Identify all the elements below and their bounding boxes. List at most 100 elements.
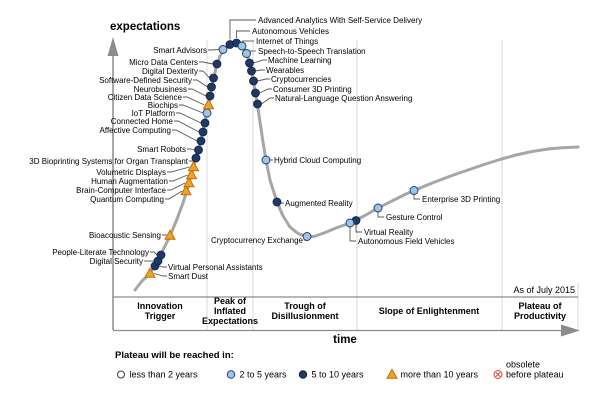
point-gesture-control: Gesture Control bbox=[373, 203, 443, 222]
marker-5-to-10-years-icon bbox=[209, 73, 218, 83]
point-label: Virtual Personal Assistants bbox=[168, 263, 263, 272]
leader-line bbox=[167, 166, 190, 173]
point-hybrid-cloud-computing: Hybrid Cloud Computing bbox=[261, 155, 361, 165]
marker-more-than-10-years-icon bbox=[164, 229, 176, 240]
point-smart-dust: Smart Dust bbox=[144, 267, 209, 281]
point-bioacoustic-sensing: Bioacoustic Sensing bbox=[89, 229, 176, 240]
leader-line bbox=[169, 174, 188, 182]
point-speech-to-speech-translation: Speech-to-Speech Translation bbox=[242, 47, 366, 58]
leader-line bbox=[167, 182, 186, 191]
point-label: Wearables bbox=[266, 66, 304, 75]
point-label: Smart Advisors bbox=[153, 46, 207, 55]
leader-line bbox=[158, 265, 167, 268]
point-micro-data-centers: Micro Data Centers bbox=[129, 58, 222, 69]
point-label: Cryptocurrencies bbox=[271, 75, 331, 84]
time-axis-arrow-icon bbox=[561, 324, 580, 337]
point-label: Smart Dust bbox=[168, 272, 209, 281]
marker-less-than-2-years-icon bbox=[117, 370, 125, 379]
point-label: Advanced Analytics With Self-Service Del… bbox=[258, 16, 422, 25]
point-label: Connected Home bbox=[111, 117, 174, 126]
marker-5-to-10-years-icon bbox=[245, 58, 254, 68]
marker-more-than-10-years-icon bbox=[386, 368, 398, 379]
phase-gridlines bbox=[206, 40, 579, 330]
point-iot-platform: IoT Platform bbox=[132, 109, 210, 128]
point-label: Augmented Reality bbox=[285, 199, 353, 208]
point-label: Affective Computing bbox=[100, 126, 171, 135]
marker-2-to-5-years-icon bbox=[345, 218, 355, 228]
point-machine-learning: Machine Learning bbox=[245, 56, 332, 68]
point-connected-home: Connected Home bbox=[111, 117, 208, 137]
time-axis-label: time bbox=[333, 334, 357, 346]
marker-2-to-5-years-icon bbox=[261, 155, 271, 165]
legend-item-label: 5 to 10 years bbox=[312, 370, 365, 380]
marker-5-to-10-years-icon bbox=[198, 127, 208, 137]
marker-5-to-10-years-icon bbox=[272, 197, 282, 207]
marker-5-to-10-years-icon bbox=[253, 99, 262, 109]
point-label: Digital Security bbox=[90, 257, 143, 266]
point-brain-computer-interface: Brain-Computer Interface bbox=[76, 176, 195, 195]
marker-2-to-5-years-icon bbox=[373, 203, 383, 213]
marker-5-to-10-years-icon bbox=[191, 153, 201, 163]
leader-line bbox=[257, 78, 270, 82]
marker-5-to-10-years-icon bbox=[251, 88, 260, 98]
phase-label-peak-of-inflated-expectations: Inflated bbox=[214, 306, 246, 316]
point-label: Autonomous Field Vehicles bbox=[358, 237, 455, 246]
point-label: Volumetric Displays bbox=[96, 168, 166, 177]
point-cryptocurrencies: Cryptocurrencies bbox=[249, 75, 331, 86]
point-label: Hybrid Cloud Computing bbox=[274, 156, 361, 165]
marker-5-to-10-years-icon bbox=[207, 82, 216, 92]
point-enterprise-3d-printing: Enterprise 3D Printing bbox=[409, 186, 500, 204]
point-consumer-3d-printing: Consumer 3D Printing bbox=[251, 85, 352, 98]
point-label: Bioacoustic Sensing bbox=[89, 231, 161, 240]
legend-item-2-to-5-years: 2 to 5 years bbox=[226, 370, 287, 380]
axes bbox=[107, 37, 580, 337]
marker-more-than-10-years-icon bbox=[183, 176, 195, 188]
point-label: People-Literate Technology bbox=[52, 248, 149, 257]
point-autonomous-vehicles: Autonomous Vehicles bbox=[232, 27, 329, 48]
point-label: Quantum Computing bbox=[90, 195, 164, 204]
point-volumetric-displays: Volumetric Displays bbox=[96, 160, 200, 177]
leader-line bbox=[355, 224, 362, 233]
legend: Plateau will be reached in: less than 2 y… bbox=[115, 350, 564, 380]
point-label: Internet of Things bbox=[256, 37, 318, 46]
point-label: Neurobusiness bbox=[134, 85, 187, 94]
legend-item-label: more than 10 years bbox=[401, 370, 479, 380]
phase-label-plateau-of-productivity: Plateau of bbox=[518, 301, 562, 311]
point-virtual-personal-assistants: Virtual Personal Assistants bbox=[150, 261, 263, 272]
point-label: Speech-to-Speech Translation bbox=[258, 47, 366, 56]
leader-line bbox=[413, 194, 420, 200]
phase-label-peak-of-inflated-expectations: Peak of bbox=[214, 296, 247, 306]
phase-label-trough-of-disillusionment: Disillusionment bbox=[271, 311, 338, 321]
point-label: Natural-Language Question Answering bbox=[275, 94, 412, 103]
marker-5-to-10-years-icon bbox=[249, 76, 258, 86]
marker-more-than-10-years-icon bbox=[144, 267, 156, 278]
marker-more-than-10-years-icon bbox=[202, 98, 215, 110]
leader-line bbox=[253, 59, 267, 64]
marker-more-than-10-years-icon bbox=[180, 184, 192, 196]
point-label: IoT Platform bbox=[132, 109, 176, 118]
point-label: Citizen Data Science bbox=[108, 93, 183, 102]
point-citizen-data-science: Citizen Data Science bbox=[108, 93, 215, 110]
marker-2-to-5-years-icon bbox=[242, 49, 251, 58]
leader-line bbox=[179, 104, 204, 114]
leader-line bbox=[377, 212, 384, 218]
point-neurobusiness: Neurobusiness bbox=[134, 85, 215, 101]
marker-2-to-5-years-icon bbox=[218, 45, 228, 54]
leader-line bbox=[150, 251, 158, 256]
point-label: Digital Dexterity bbox=[142, 67, 198, 76]
point-label: Consumer 3D Printing bbox=[273, 85, 352, 94]
leader-line bbox=[349, 227, 356, 242]
legend-item-label: less than 2 years bbox=[130, 370, 199, 380]
leader-line bbox=[208, 49, 220, 51]
phase-label-trough-of-disillusionment: Trough of bbox=[284, 301, 326, 311]
point-label: Brain-Computer Interface bbox=[76, 186, 166, 195]
point-label: Autonomous Vehicles bbox=[252, 27, 329, 36]
leader-line bbox=[193, 79, 208, 88]
phase-label-innovation-trigger: Innovation bbox=[137, 301, 183, 311]
point-label: Biochips bbox=[148, 101, 178, 110]
marker-5-to-10-years-icon bbox=[200, 118, 210, 128]
